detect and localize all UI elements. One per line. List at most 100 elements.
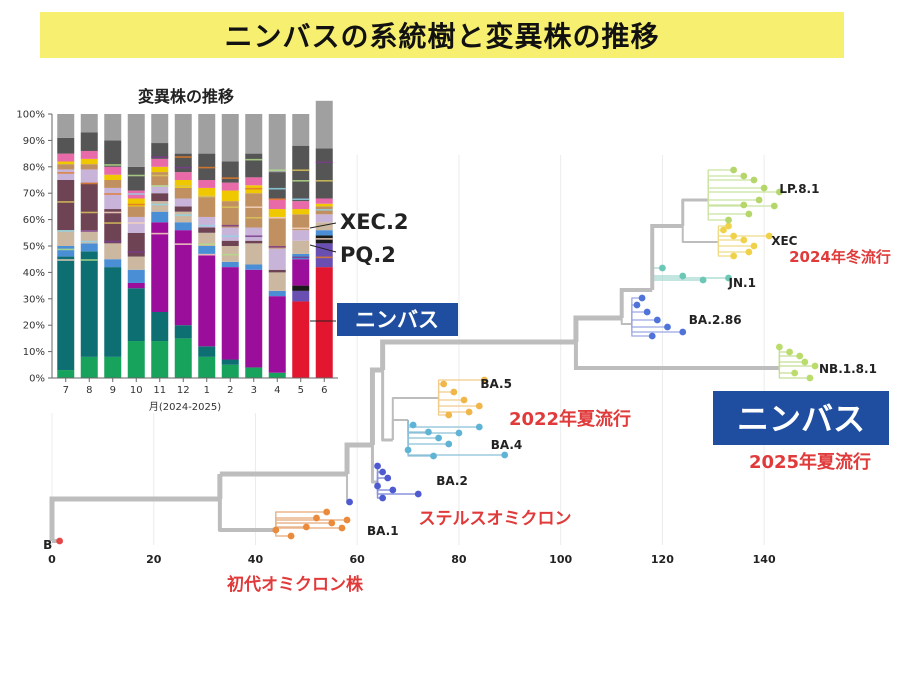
tree-tip [287,532,295,540]
tree-branch [778,365,815,368]
bar-minor-lineage-band [221,177,239,179]
tree-branch [707,191,780,200]
bar-segment [315,203,333,207]
bar-segment [127,198,145,207]
bar-segment [198,227,216,233]
bar-segment [292,230,310,241]
bar-segment [245,269,263,368]
bar-segment [245,193,263,228]
phylo-tree: 0 20 40 60 80 100 120 140 B BA.1 BA.2 BA.4 BA.5 BA.2… [43,155,877,566]
tree-tip [745,248,753,256]
bar-stack-8 [80,114,98,378]
tree-tip [460,396,468,404]
bar-stack-2 [221,114,239,378]
annot-original-omicron: 初代オミクロン株 [227,574,364,595]
bar-minor-lineage-band [268,169,286,172]
tree-tip [730,232,738,240]
bar-segment [292,240,310,254]
tree-branch [707,169,734,200]
bar-stacks [57,100,333,378]
clade-label-lp-8-1: LP.8.1 [779,182,819,196]
bar-y-axis: 0% 10% 20% 30% 40% 50% 60% 70% 80% 90% 100% [16,110,53,385]
bar-x-tick-label: 3 [251,385,257,396]
bar-minor-lineage-band [174,185,192,187]
page-title: ニンバスの系統樹と変異株の推移 [224,20,660,53]
bar-minor-lineage-band [174,214,192,216]
bar-segment [268,372,286,378]
bar-segment [104,140,122,167]
bar-y-tick-label: 40% [23,268,45,279]
bar-minor-lineage-band [292,169,310,172]
bar-segment [127,114,145,167]
bar-segment [268,272,286,291]
tree-tip [806,374,814,382]
bar-segment [80,164,98,170]
clade-label-b: B [43,538,52,552]
tree-tip [435,434,442,442]
bar-minor-lineage-band [174,156,192,158]
bar-segment [80,356,98,378]
bar-stack-3 [245,114,263,378]
tree-tip [725,216,732,224]
bar-minor-lineage-band [221,235,239,238]
bar-segment [57,114,75,138]
bar-segment [221,240,239,246]
bar-y-tick-label: 70% [23,189,45,200]
bar-segment [104,209,122,244]
bar-segment [80,158,98,165]
tree-tip [455,429,463,437]
bar-segment [292,209,310,215]
tree-x-tick-label: 80 [451,553,467,566]
bar-segment [80,132,98,151]
bar-stack-1 [198,114,216,378]
bar-segment [174,211,192,223]
bar-y-tick-label: 90% [23,136,45,147]
tree-tip [664,323,671,331]
annot-2025-summer: 2025年夏流行 [749,451,871,473]
bar-y-tick-label: 0% [29,374,45,385]
bar-minor-lineage-band [268,216,286,219]
bar-segment [80,243,98,252]
tree-tip [475,423,483,431]
tree-branch [778,361,805,368]
bar-segment [57,161,75,165]
tree-branch [380,339,576,370]
bar-segment [151,172,169,186]
nimbus-small-box [337,303,458,336]
bar-minor-lineage-band [127,193,145,195]
bar-minor-lineage-band [198,243,216,245]
tree-branch [217,499,276,532]
tree-tip [425,428,432,436]
tree-tip [374,462,381,470]
tree-tip [725,222,732,230]
clade-label-xec: XEC [771,234,797,248]
bar-minor-lineage-band [57,248,75,251]
bar-segment [104,243,122,260]
bar-segment [151,143,169,159]
bar-segment [245,240,263,244]
bar-annotations: XEC.2 PQ.2 ニンバス [309,210,458,336]
bar-x-tick-label: 7 [63,385,69,396]
tree-branch [344,442,373,474]
bar-segment [221,359,239,365]
tree-tip [379,468,387,476]
bar-segment [221,364,239,378]
bar-minor-lineage-band [174,243,192,245]
bar-segment [174,230,192,326]
tree-x-tick-label: 20 [146,553,162,566]
bar-segment [292,290,310,302]
bar-segment [174,114,192,154]
tree-tip [811,362,819,370]
bar-segment [198,195,216,217]
tree-branch [778,368,810,379]
bar-segment [174,338,192,378]
bar-minor-lineage-band [198,224,216,227]
bar-minor-lineage-band [315,161,333,164]
clade-label-ba-5: BA.5 [480,377,512,391]
bar-segment [104,166,122,175]
tree-tip [313,514,320,522]
bar-segment [174,198,192,207]
bar-segment [127,216,145,233]
bar-segment [104,267,122,357]
